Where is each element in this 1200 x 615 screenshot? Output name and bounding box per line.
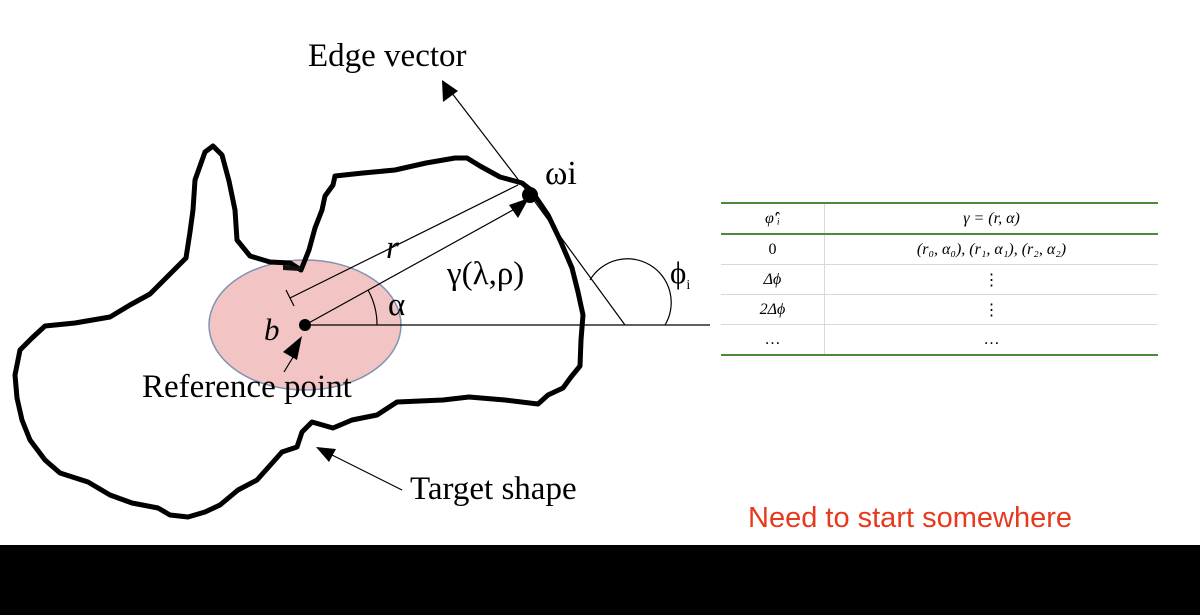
phi-i-label: ϕi xyxy=(670,255,690,293)
target-shape-arrowhead xyxy=(316,447,336,462)
gamma-vector-arrow xyxy=(304,204,523,326)
table-cell: 2Δϕ xyxy=(721,294,825,325)
reference-point-arrowhead xyxy=(283,336,302,360)
b-label: b xyxy=(264,312,280,347)
gamma-label: γ(λ,ρ) xyxy=(446,256,524,292)
table-header-row: φ̂′ᵢ γ = (r, α) xyxy=(721,202,1158,235)
table-cell: ⋮ xyxy=(824,264,1158,295)
table-header-phi: φ̂′ᵢ xyxy=(721,202,825,235)
table-row: 2Δϕ ⋮ xyxy=(721,294,1158,325)
reference-point-label: Reference point xyxy=(142,369,352,405)
r-dimension-tick xyxy=(285,289,295,307)
target-shape-arrow xyxy=(325,451,403,491)
alpha-label: α xyxy=(388,287,405,323)
edge-vector-arrowhead xyxy=(442,80,458,102)
diagram-canvas: Edge vector ωi r γ(λ,ρ) α ϕi b Reference… xyxy=(12,38,710,520)
boundary-mark xyxy=(283,265,302,271)
edge-vector-line xyxy=(447,87,531,196)
omega-i-label: ωi xyxy=(545,155,577,192)
tangent-line xyxy=(529,194,626,326)
table-row: Δϕ ⋮ xyxy=(721,264,1158,295)
table-cell: … xyxy=(721,324,825,356)
target-shape-outline xyxy=(12,143,586,520)
phi-i-subscript: i xyxy=(686,278,690,293)
bottom-black-bar xyxy=(0,545,1200,615)
omega-i-point xyxy=(522,187,538,203)
table-cell: ⋮ xyxy=(824,294,1158,325)
slide-caption: Need to start somewhere xyxy=(748,502,1072,534)
edge-vector-label: Edge vector xyxy=(308,38,467,74)
r-dimension-line xyxy=(289,184,519,299)
table-row: … … xyxy=(721,324,1158,356)
alpha-angle-arc xyxy=(367,289,378,326)
table-cell: 0 xyxy=(721,234,825,265)
reference-point-dot xyxy=(299,319,311,331)
r-table: φ̂′ᵢ γ = (r, α) 0 (r₀, α₀), (r₁, α₁), (r… xyxy=(721,202,1158,356)
table-row: 0 (r₀, α₀), (r₁, α₁), (r₂, α₂) xyxy=(721,234,1158,265)
phi-angle-arc xyxy=(589,258,672,326)
table-cell: (r₀, α₀), (r₁, α₁), (r₂, α₂) xyxy=(824,234,1158,265)
r-label: r xyxy=(386,230,399,266)
target-shape-label: Target shape xyxy=(410,471,577,507)
table-cell: … xyxy=(824,324,1158,356)
table-cell: Δϕ xyxy=(721,264,825,295)
gamma-vector-arrowhead xyxy=(509,198,529,218)
table-header-gamma: γ = (r, α) xyxy=(824,202,1158,235)
